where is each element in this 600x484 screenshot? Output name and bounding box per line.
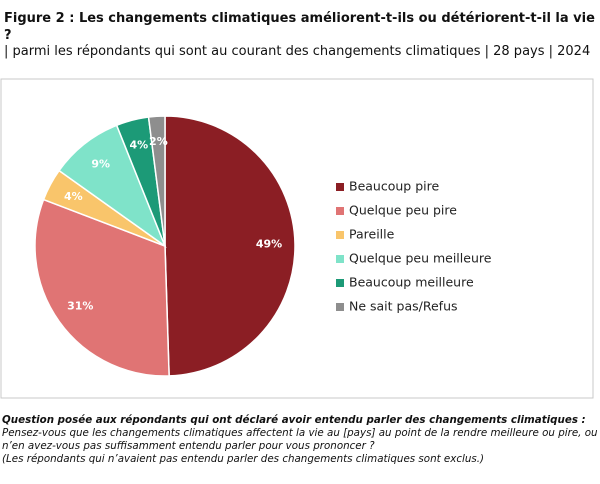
chart-title: Figure 2 : Les changements climatiques a… [4,11,595,43]
legend-label: Pareille [349,227,395,242]
footnote: Question posée aux répondants qui ont dé… [2,414,598,466]
footnote-question: Question posée aux répondants qui ont dé… [2,414,586,426]
chart-frame [0,78,594,399]
pie-slice [164,115,296,377]
legend-label: Ne sait pas/Refus [349,299,458,314]
data-label: 31% [67,299,93,312]
legend-swatch [336,207,344,215]
legend-label: Quelque peu pire [349,203,457,218]
data-label: 4% [64,190,83,203]
legend-swatch [336,303,344,311]
legend-swatch [336,255,344,263]
legend-label: Beaucoup pire [349,179,439,194]
data-label: 4% [130,138,149,151]
legend-swatch [336,231,344,239]
header: Figure 2 : Les changements climatiques a… [4,10,596,60]
pie-slice [34,198,170,377]
legend-swatch [336,279,344,287]
legend-label: Beaucoup meilleure [349,275,474,290]
footnote-line: Pensez-vous que les changements climatiq… [2,427,598,452]
legend-label: Quelque peu meilleure [349,251,492,266]
pie-slice [147,115,166,247]
footnote-line: (Les répondants qui n’avaient pas entend… [2,453,485,465]
legend-swatch [336,183,344,191]
data-label: 9% [91,157,110,170]
chart-subtitle: | parmi les répondants qui sont au coura… [4,44,591,59]
data-label: 2% [149,135,168,148]
data-label: 49% [256,237,282,250]
